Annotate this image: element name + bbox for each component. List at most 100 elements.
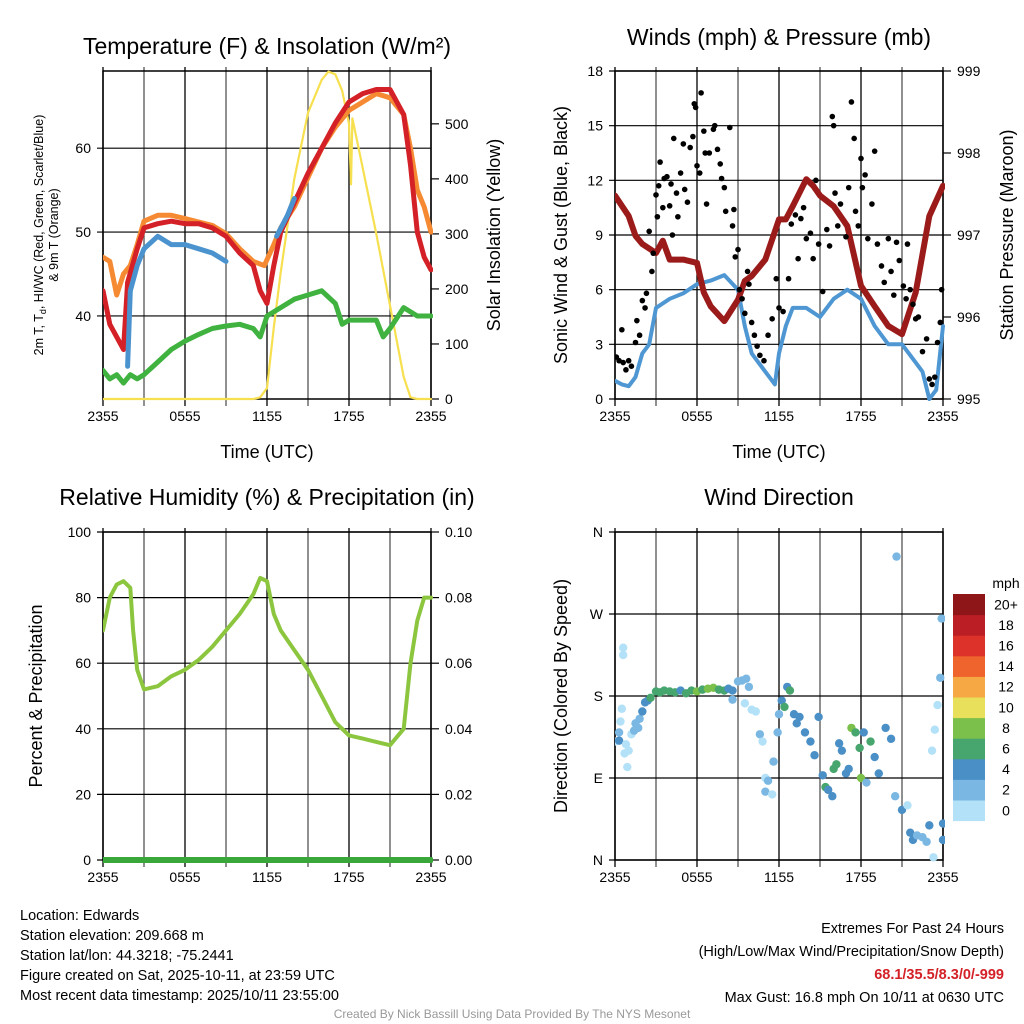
- gust-point: [736, 286, 743, 293]
- gust-point: [748, 319, 755, 326]
- legend-label: 16: [998, 638, 1014, 654]
- y2-tick-label: 400: [445, 171, 469, 187]
- series-td: [103, 288, 433, 386]
- chart-marks: 2355 0555 1155 1755 235540506001002003004005…: [68, 63, 1018, 885]
- gust-point: [874, 241, 881, 247]
- gust-point: [824, 226, 830, 233]
- gust-point: [881, 279, 888, 286]
- gust-point: [923, 336, 930, 342]
- y2-tick-label: 999: [957, 63, 981, 79]
- gust-point: [893, 239, 900, 246]
- elevation-text: Station elevation: 209.668 m: [20, 928, 204, 944]
- temp-ylabel-part2: , HI/WC (Red, Green, Scarlet/Blue): [32, 115, 46, 310]
- gust-point: [664, 173, 670, 180]
- gust-point: [776, 305, 782, 311]
- direction-point: [785, 686, 795, 695]
- direction-point: [728, 695, 737, 704]
- series-sonic-wind: [615, 273, 945, 401]
- legend-label: 6: [1002, 741, 1010, 757]
- y-tick-label: 60: [75, 140, 91, 156]
- direction-point: [742, 674, 751, 683]
- x-tick-label: 2355: [415, 869, 446, 885]
- direction-point: [938, 835, 945, 845]
- y-tick-label: 100: [68, 524, 92, 540]
- x-tick-label: 0555: [681, 408, 712, 424]
- gust-point: [654, 213, 661, 220]
- gust-point: [655, 183, 662, 189]
- gust-point: [769, 316, 775, 322]
- plot-frame: [102, 70, 432, 400]
- gust-point: [650, 250, 657, 257]
- gust-point: [871, 148, 878, 154]
- gust-point: [729, 223, 736, 229]
- created-text: Figure created on Sat, 2025-10-11, at 23…: [20, 968, 335, 984]
- y-tick-label: 20: [75, 786, 91, 802]
- gust-point: [900, 283, 907, 289]
- y2-tick-label: 200: [445, 281, 469, 297]
- y-tick-label: N: [593, 524, 603, 540]
- direction-point: [834, 739, 844, 748]
- y2-tick-label: 500: [445, 116, 469, 132]
- direction-point: [866, 737, 875, 746]
- gust-point: [903, 295, 909, 302]
- gust-point: [706, 150, 713, 156]
- direction-point: [619, 643, 628, 652]
- gust-point: [815, 241, 822, 247]
- wind-xlabel: Time (UTC): [732, 442, 825, 462]
- gust-point: [829, 113, 836, 120]
- x-tick-label: 1155: [252, 408, 282, 424]
- gust-point: [696, 170, 703, 176]
- gust-point: [717, 161, 724, 167]
- legend-label: 0: [1002, 802, 1010, 818]
- gust-point: [826, 243, 833, 249]
- legend-label: 20+: [994, 596, 1018, 612]
- gust-point: [785, 275, 792, 282]
- direction-point: [780, 702, 789, 712]
- wind-y2label: Station Pressure (Maroon): [997, 129, 1017, 340]
- direction-point: [870, 752, 879, 762]
- direction-point: [874, 769, 883, 778]
- series-hi-wc: [125, 196, 297, 369]
- gust-point: [915, 314, 922, 320]
- gust-point: [869, 201, 875, 207]
- legend-label: 18: [998, 617, 1014, 633]
- gust-point: [773, 275, 780, 282]
- x-tick-label: 1155: [764, 869, 794, 885]
- direction-point: [806, 737, 815, 746]
- rh-chart-title: Relative Humidity (%) & Precipitation (i…: [59, 484, 474, 510]
- extremes-values: 68.1/35.5/8.3/0/-999: [874, 967, 1004, 983]
- direction-point: [859, 728, 868, 737]
- direction-point: [635, 714, 644, 723]
- y-tick-label: 0: [595, 391, 603, 407]
- extremes-subtitle: (High/Low/Max Wind/Precipitation/Snow De…: [698, 944, 1004, 960]
- y-tick-label: 60: [75, 655, 91, 671]
- gust-point: [795, 255, 801, 262]
- direction-point: [925, 821, 934, 830]
- legend-swatch: [953, 738, 985, 760]
- temp-xlabel: Time (UTC): [220, 442, 313, 462]
- gust-point: [721, 184, 728, 191]
- gust-point: [642, 305, 648, 311]
- y2-tick-label: 0.06: [445, 655, 472, 671]
- gust-point: [819, 288, 826, 295]
- gust-point: [832, 190, 838, 196]
- wind-ylabel: Sonic Wind & Gust (Blue, Black): [551, 106, 571, 364]
- direction-point: [728, 686, 737, 695]
- gust-point: [690, 133, 696, 140]
- gust-point: [813, 177, 819, 184]
- direction-point: [810, 751, 819, 760]
- y2-tick-label: 0.08: [445, 590, 472, 606]
- direction-point: [886, 734, 896, 744]
- gust-point: [660, 204, 666, 211]
- gust-point: [722, 208, 729, 215]
- y2-tick-label: 0: [445, 391, 453, 407]
- legend-swatch: [953, 676, 985, 698]
- gust-point: [643, 290, 650, 297]
- temp-ylabel-sub: d: [38, 309, 48, 314]
- gust-point: [904, 241, 911, 247]
- direction-point: [751, 707, 760, 716]
- direction-point: [755, 730, 765, 739]
- gust-point: [732, 254, 739, 260]
- y2-tick-label: 995: [957, 391, 981, 407]
- gust-point: [731, 206, 737, 213]
